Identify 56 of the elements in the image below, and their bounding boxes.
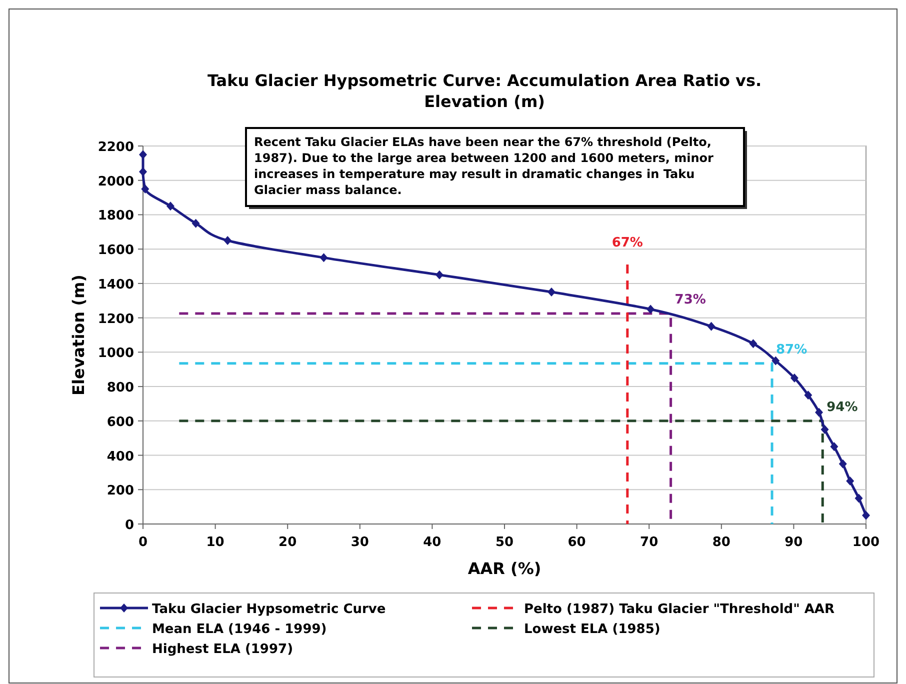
point — [830, 442, 838, 452]
y-tick-label: 2200 — [98, 140, 134, 155]
point — [435, 270, 444, 280]
point — [815, 408, 824, 417]
x-tick-label: 70 — [640, 535, 658, 550]
point — [772, 356, 780, 366]
point — [646, 304, 655, 314]
y-tick-label: 1400 — [98, 277, 134, 292]
point — [790, 373, 798, 382]
point — [820, 425, 829, 434]
annotation: 73% — [674, 292, 706, 308]
point — [320, 253, 328, 262]
point — [804, 390, 812, 400]
point — [707, 322, 716, 331]
x-tick-label: 50 — [495, 535, 514, 550]
legend-label: Mean ELA (1946 - 1999) — [152, 622, 327, 637]
point — [854, 494, 863, 503]
x-tick-label: 10 — [206, 535, 224, 550]
x-tick-label: 0 — [138, 535, 148, 550]
point — [862, 510, 870, 520]
x-tick-label: 30 — [350, 535, 369, 550]
x-tick-label: 100 — [852, 535, 880, 550]
point — [838, 459, 847, 468]
y-tick-label: 400 — [106, 449, 134, 464]
y-tick-label: 0 — [124, 518, 134, 533]
annotation: 94% — [826, 400, 858, 415]
annotation: 87% — [776, 342, 808, 358]
point — [547, 288, 556, 297]
y-tick-label: 1000 — [98, 346, 134, 362]
x-tick-label: 20 — [278, 535, 297, 550]
point — [166, 202, 174, 211]
y-tick-label: 200 — [106, 484, 134, 499]
annotation: Recent Taku Glacier ELAs have been near the 67% threshold (Pelto, 1987). Due to the large area between 1200 and 1600 meters, minor increases in temperature may result in dramatic changes in Taku Glacier mass balance. — [254, 135, 714, 197]
legend-label: Lowest ELA (1985) — [524, 622, 660, 637]
x-tick-label: 90 — [784, 535, 803, 550]
point — [846, 476, 854, 486]
y-tick-label: 800 — [106, 380, 134, 396]
legend-label: Pelto (1987) Taku Glacier "Threshold" AAR — [524, 602, 835, 617]
x-axis-title: AAR (%) — [468, 559, 542, 578]
x-tick-label: 40 — [423, 535, 442, 550]
x-tick-label: 60 — [568, 535, 586, 550]
chart-title: Taku Glacier Hypsometric Curve: Accumulation Area Ratio vs. Elevation (m) — [207, 71, 762, 111]
y-axis-title: Elevation (m) — [69, 274, 88, 396]
point — [749, 339, 758, 348]
y-tick-label: 1200 — [98, 312, 134, 327]
y-tick-label: 1800 — [98, 208, 134, 224]
legend-label: Highest ELA (1997) — [152, 642, 294, 657]
point — [141, 184, 150, 194]
legend-label: Taku Glacier Hypsometric Curve — [152, 602, 386, 617]
y-tick-label: 2000 — [98, 174, 134, 190]
annotation: 67% — [612, 236, 643, 251]
y-tick-label: 1600 — [98, 243, 134, 258]
point — [224, 236, 232, 245]
x-tick-label: 80 — [712, 535, 730, 550]
point — [192, 218, 200, 228]
y-tick-label: 600 — [106, 414, 134, 430]
